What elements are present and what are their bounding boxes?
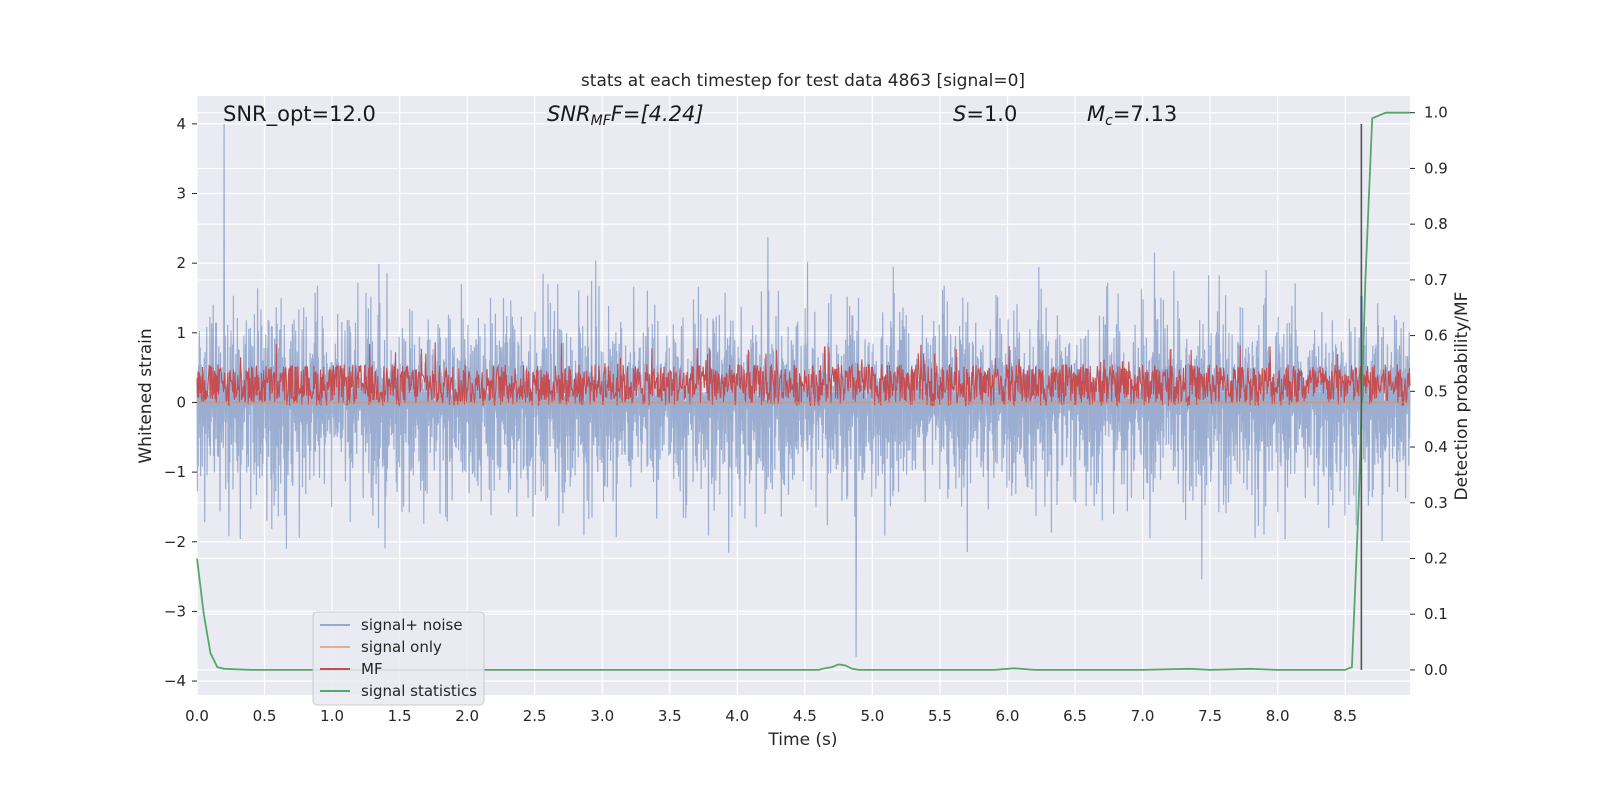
y-right-tick-label: 0.6 [1424,327,1448,345]
y-right-tick-label: 0.4 [1424,438,1448,456]
x-tick-label: 7.0 [1131,707,1155,725]
x-tick-label: 8.5 [1333,707,1357,725]
y-tick-label: 2 [176,254,186,272]
legend-label-signal-only: signal only [361,638,442,656]
y-tick-label: 4 [176,115,186,133]
x-tick-label: 1.5 [388,707,412,725]
y-tick-label: −4 [164,672,186,690]
x-tick-label: 2.0 [455,707,479,725]
mf-line [196,342,1411,408]
mf-series [196,342,1411,408]
legend-label-signal-statistics: signal statistics [361,682,477,700]
y-tick-label: −1 [164,463,186,481]
y-tick-label: −2 [164,533,186,551]
x-tick-label: 8.0 [1266,707,1290,725]
x-tick-label: 5.5 [928,707,952,725]
x-tick-label: 5.0 [860,707,884,725]
s-annotation: S=1.0 [953,102,1017,126]
x-tick-label: 6.0 [996,707,1020,725]
y-tick-label: −3 [164,602,186,620]
y-tick-label: 3 [176,185,186,203]
x-tick-label: 3.5 [658,707,682,725]
x-tick-label: 2.5 [523,707,547,725]
x-tick-label: 7.5 [1198,707,1222,725]
legend-label-signal-noise: signal+ noise [361,616,463,634]
y-right-tick-label: 0.9 [1424,159,1448,177]
x-axis-label: Time (s) [767,730,837,750]
x-tick-label: 4.0 [725,707,749,725]
x-tick-label: 0.5 [253,707,277,725]
y-right-axis-label: Detection probability/MF [1452,292,1472,501]
mc-annotation: Mc=7.13 [1087,102,1177,129]
legend: signal+ noise signal only MF signal stat… [312,611,485,706]
y-right-tick-label: 0.0 [1424,661,1448,679]
snr-mf-annotation: SNRMFF=[4.24] [547,102,704,129]
x-axis-ticks: 0.0 0.5 1.0 1.5 2.0 2.5 3.0 3.5 4.0 4.5 5.0 5.5 6.0 6… [185,707,1357,725]
chart-title: stats at each timestep for test data 486… [581,71,1025,91]
x-tick-label: 4.5 [793,707,817,725]
x-tick-label: 6.5 [1063,707,1087,725]
legend-box [312,611,485,706]
y-right-tick-label: 0.8 [1424,215,1448,233]
y-right-tick-label: 0.5 [1424,382,1448,400]
y-right-tick-label: 0.3 [1424,494,1448,512]
y-right-tick-label: 0.2 [1424,549,1448,567]
x-tick-label: 3.0 [590,707,614,725]
y-right-tick-label: 0.1 [1424,605,1448,623]
y-tick-label: 1 [176,324,186,342]
x-tick-label: 0.0 [185,707,209,725]
y-right-axis-ticks: 1.0 0.9 0.8 0.7 0.6 0.5 0.4 0.3 0.2 0.1 0.0 [1410,104,1448,679]
y-axis-ticks: 4 3 2 1 0 −1 −2 −3 −4 [164,115,197,690]
x-tick-label: 1.0 [320,707,344,725]
y-right-tick-label: 0.7 [1424,271,1448,289]
snr-opt-annotation: SNR_opt=12.0 [223,102,376,127]
y-tick-label: 0 [176,393,186,411]
y-axis-label: Whitened strain [136,328,156,463]
legend-label-mf: MF [361,660,383,678]
y-right-tick-label: 1.0 [1424,104,1448,122]
